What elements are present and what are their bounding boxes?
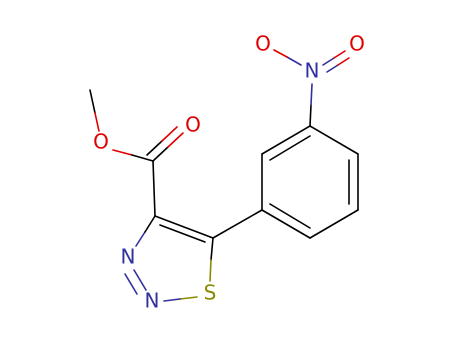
- bond: [94, 112, 100, 132]
- bond: [210, 237, 214, 261]
- bond: [146, 140, 163, 156]
- bond: [286, 56, 302, 66]
- bond: [144, 215, 156, 233]
- bonds: [89, 49, 359, 302]
- bond: [310, 83, 313, 106]
- atoms: O N O O O N N S: [93, 32, 365, 313]
- bond: [135, 231, 146, 247]
- bond: [124, 273, 138, 295]
- bond: [261, 209, 311, 239]
- bond: [309, 125, 359, 155]
- bond: [322, 57, 335, 66]
- bond: [273, 49, 288, 58]
- bond: [209, 259, 212, 282]
- atom-label: O: [349, 32, 365, 56]
- bond: [333, 50, 346, 59]
- atom-label: O: [93, 130, 109, 154]
- bond: [261, 125, 311, 155]
- bond: [269, 203, 311, 229]
- bond: [161, 126, 178, 142]
- atom-label: O: [255, 32, 271, 56]
- bond: [326, 64, 339, 73]
- bond: [154, 215, 214, 239]
- atom-label: O: [185, 113, 201, 137]
- bond: [337, 57, 350, 66]
- bond: [163, 298, 181, 302]
- bond: [269, 135, 311, 161]
- atom-label: N: [145, 289, 160, 313]
- bond: [167, 132, 184, 148]
- atom-label: N: [305, 59, 320, 83]
- atom-label: S: [204, 281, 217, 305]
- bond: [133, 269, 147, 291]
- bond: [112, 149, 133, 156]
- bond: [309, 104, 312, 127]
- bond: [179, 296, 198, 300]
- bond: [152, 146, 169, 162]
- bond: [152, 160, 156, 217]
- bond: [309, 209, 359, 239]
- bond: [212, 209, 263, 239]
- bond: [131, 154, 154, 162]
- bond: [89, 89, 96, 114]
- bond: [159, 224, 206, 243]
- atom-label: N: [121, 245, 136, 269]
